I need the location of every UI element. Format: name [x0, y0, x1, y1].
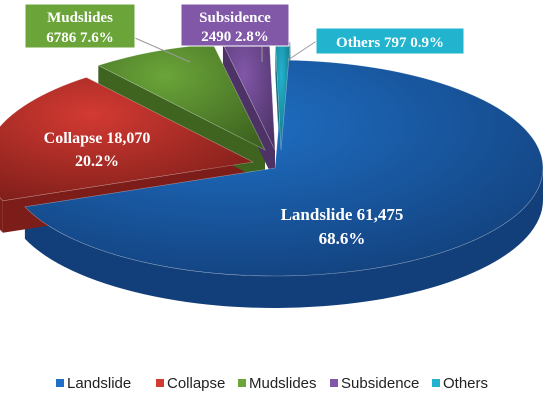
legend-swatch-mudslides [238, 379, 246, 387]
side-landslide [24, 168, 543, 309]
legend-label-mudslides: Mudslides [249, 375, 317, 392]
slice-collapse [0, 77, 254, 202]
callout-box-mudslides [24, 3, 136, 49]
legend-label-landslide: Landslide [67, 375, 131, 392]
label-mudslides-value: 6786 7.6% [46, 30, 114, 46]
legend: Landslide Collapse Mudslides Subsidence Othe… [56, 375, 488, 392]
legend-label-subsidence: Subsidence [341, 375, 419, 392]
label-others: Others 797 0.9% [336, 35, 444, 51]
leader-mudslides [134, 37, 191, 63]
leader-others [287, 39, 319, 61]
label-subsidence-value: 2490 2.8% [201, 29, 269, 45]
label-collapse-value: Collapse 18,070 [44, 130, 151, 147]
callout-box-others [315, 27, 465, 55]
legend-label-collapse: Collapse [167, 375, 225, 392]
pie-tops [0, 41, 544, 277]
label-subsidence-name: Subsidence [199, 10, 271, 26]
side-collapse [0, 197, 3, 233]
legend-swatch-landslide [56, 379, 64, 387]
label-mudslides-name: Mudslides [47, 10, 113, 26]
legend-swatch-collapse [156, 379, 164, 387]
label-collapse-percent: 20.2% [75, 153, 119, 170]
legend-swatch-others [432, 379, 440, 387]
data-labels: Landslide 61,475 68.6% Collapse 18,070 20.2… [24, 3, 465, 248]
slice-landslide [24, 59, 544, 277]
callout-box-subsidence [180, 3, 290, 47]
legend-swatch-subsidence [330, 379, 338, 387]
label-landslide-percent: 68.6% [319, 229, 366, 248]
label-landslide-value: Landslide 61,475 [281, 205, 404, 224]
legend-label-others: Others [443, 375, 488, 392]
